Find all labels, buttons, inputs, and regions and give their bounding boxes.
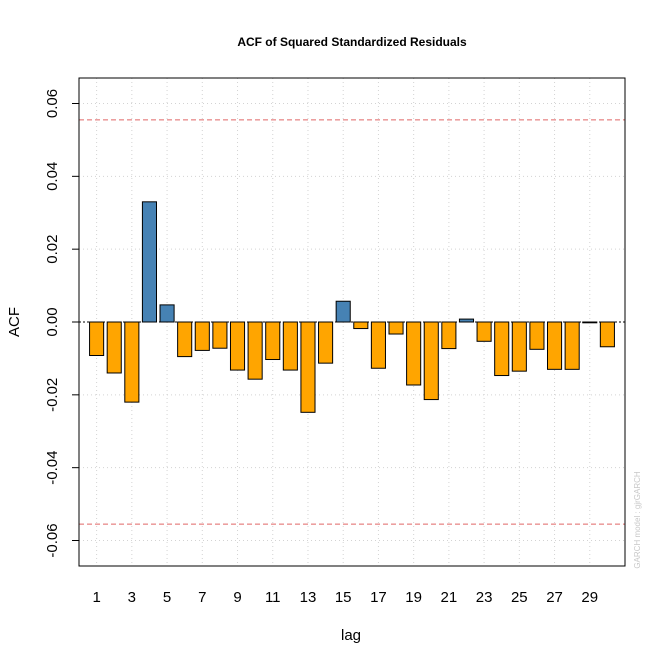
y-axis-label: ACF [6,307,23,337]
acf-bar [282,321,298,371]
acf-bar [335,300,351,323]
acf-bar [564,321,580,370]
acf-bar [247,321,263,380]
x-axis: 1 3 5 7 9 11 13 15 17 19 21 23 25 27 29 [92,589,598,606]
acf-bar [406,321,422,386]
acf-bar [441,321,457,350]
confidence-bounds [79,119,625,525]
acf-bar [599,321,615,348]
chart-title: ACF of Squared Standardized Residuals [237,35,467,49]
acf-bar [476,321,492,342]
x-tick-label: 13 [300,589,317,606]
x-axis-label: lag [341,627,361,644]
x-tick-label: 9 [233,589,241,606]
x-tick-label: 7 [198,589,206,606]
y-tick-label: -0.02 [44,378,61,412]
acf-bar [458,318,475,323]
y-tick-label: -0.04 [44,451,61,485]
y-axis: -0.06 -0.04 -0.02 0.00 0.02 0.04 0.06 [44,89,79,558]
x-tick-label: 3 [128,589,136,606]
y-tick-label: 0.00 [44,307,61,336]
x-tick-label: 17 [370,589,387,606]
x-tick-label: 15 [335,589,352,606]
y-tick-label: 0.06 [44,89,61,118]
acf-bar [353,321,369,330]
x-tick-label: 11 [265,589,281,606]
acf-bar [124,321,140,403]
acf-bar [318,321,334,364]
y-tick-label: -0.06 [44,523,61,557]
x-tick-label: 25 [511,589,528,606]
acf-bar [547,321,563,370]
acf-bar [229,321,246,371]
acf-bar [423,321,439,401]
x-tick-label: 1 [92,589,100,606]
acf-bar [194,321,210,351]
acf-bar [370,321,386,369]
x-tick-label: 21 [441,589,458,606]
acf-bar [511,321,527,372]
acf-bars [89,201,615,413]
acf-bar [89,321,105,357]
x-tick-label: 27 [546,589,563,606]
acf-bar [494,321,510,377]
y-tick-label: 0.02 [44,235,61,264]
x-tick-label: 19 [405,589,422,606]
acf-bar [212,321,228,349]
x-tick-label: 29 [581,589,598,606]
x-tick-label: 23 [476,589,493,606]
acf-bar [106,321,122,374]
acf-bar [141,201,157,323]
acf-bar [388,321,404,335]
acf-bar [177,321,193,358]
y-tick-label: 0.04 [44,162,61,191]
acf-bar [300,321,316,413]
x-tick-label: 5 [163,589,171,606]
acf-bar [159,304,175,323]
model-watermark: GARCH model : gjrGARCH [633,471,642,569]
acf-bar [265,321,281,361]
acf-bar [529,321,545,350]
